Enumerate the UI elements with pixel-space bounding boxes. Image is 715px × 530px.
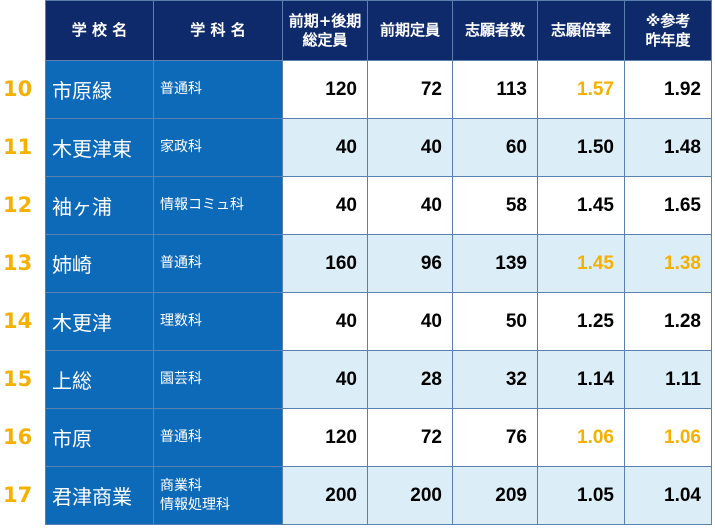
early-capacity: 96 xyxy=(367,234,453,293)
applicant-count: 209 xyxy=(452,466,538,525)
application-ratio: 1.06 xyxy=(537,408,625,467)
rank-column: 10 11 12 13 14 15 16 17 xyxy=(0,60,45,524)
department-name: 普通科 xyxy=(153,60,283,119)
application-ratio: 1.25 xyxy=(537,292,625,351)
applicant-count: 60 xyxy=(452,118,538,177)
rank-number: 14 xyxy=(3,309,33,333)
total-capacity: 200 xyxy=(282,466,368,525)
applicant-count: 139 xyxy=(452,234,538,293)
applicant-count: 58 xyxy=(452,176,538,235)
table-row: 上総 園芸科 40 28 32 1.14 1.11 xyxy=(45,350,712,409)
last-year-ratio: 1.11 xyxy=(624,350,712,409)
early-capacity: 40 xyxy=(367,118,453,177)
school-name: 上総 xyxy=(45,350,154,409)
application-ratio: 1.05 xyxy=(537,466,625,525)
rank-number: 11 xyxy=(3,135,33,159)
last-year-ratio: 1.28 xyxy=(624,292,712,351)
last-year-ratio: 1.38 xyxy=(624,234,712,293)
department-name: 普通科 xyxy=(153,234,283,293)
application-ratio: 1.50 xyxy=(537,118,625,177)
school-name: 木更津東 xyxy=(45,118,154,177)
table-row: 木更津東 家政科 40 40 60 1.50 1.48 xyxy=(45,118,712,177)
applicant-count: 76 xyxy=(452,408,538,467)
last-year-ratio: 1.65 xyxy=(624,176,712,235)
rank-number: 16 xyxy=(3,425,33,449)
total-capacity: 40 xyxy=(282,176,368,235)
last-year-ratio: 1.06 xyxy=(624,408,712,467)
early-capacity: 72 xyxy=(367,408,453,467)
application-ratio: 1.45 xyxy=(537,234,625,293)
header-early-capacity: 前期定員 xyxy=(367,0,453,61)
total-capacity: 40 xyxy=(282,118,368,177)
department-name: 普通科 xyxy=(153,408,283,467)
school-name: 君津商業 xyxy=(45,466,154,525)
applicant-count: 50 xyxy=(452,292,538,351)
rank-number: 13 xyxy=(3,251,33,275)
early-capacity: 28 xyxy=(367,350,453,409)
department-name: 園芸科 xyxy=(153,350,283,409)
school-name: 木更津 xyxy=(45,292,154,351)
department-name: 商業科 情報処理科 xyxy=(153,466,283,525)
header-department: 学 科 名 xyxy=(153,0,283,61)
total-capacity: 120 xyxy=(282,60,368,119)
table-row: 市原 普通科 120 72 76 1.06 1.06 xyxy=(45,408,712,467)
applicant-count: 32 xyxy=(452,350,538,409)
early-capacity: 72 xyxy=(367,60,453,119)
early-capacity: 40 xyxy=(367,176,453,235)
early-capacity: 40 xyxy=(367,292,453,351)
total-capacity: 40 xyxy=(282,350,368,409)
header-last-year: ※参考 昨年度 xyxy=(624,0,712,61)
rank-number: 15 xyxy=(3,367,33,391)
total-capacity: 40 xyxy=(282,292,368,351)
rank-number: 10 xyxy=(3,77,33,101)
application-ratio: 1.45 xyxy=(537,176,625,235)
table-row: 市原緑 普通科 120 72 113 1.57 1.92 xyxy=(45,60,712,119)
applicant-count: 113 xyxy=(452,60,538,119)
last-year-ratio: 1.04 xyxy=(624,466,712,525)
rank-number: 12 xyxy=(3,193,33,217)
header-ratio: 志願倍率 xyxy=(537,0,625,61)
table-row: 木更津 理数科 40 40 50 1.25 1.28 xyxy=(45,292,712,351)
school-name: 市原 xyxy=(45,408,154,467)
total-capacity: 160 xyxy=(282,234,368,293)
header-total-capacity: 前期+後期 総定員 xyxy=(282,0,368,61)
last-year-ratio: 1.92 xyxy=(624,60,712,119)
table-row: 君津商業 商業科 情報処理科 200 200 209 1.05 1.04 xyxy=(45,466,712,525)
header-row: 学 校 名学 科 名前期+後期 総定員 前期定員 志願者数 志願倍率 ※参考 昨年度 xyxy=(45,0,712,61)
table-row: 姉崎 普通科 160 96 139 1.45 1.38 xyxy=(45,234,712,293)
table-row: 袖ヶ浦 情報コミュ科 40 40 58 1.45 1.65 xyxy=(45,176,712,235)
department-name: 家政科 xyxy=(153,118,283,177)
school-name: 袖ヶ浦 xyxy=(45,176,154,235)
header-applicants: 志願者数 xyxy=(452,0,538,61)
application-ratio-table: 学 校 名学 科 名前期+後期 総定員 前期定員 志願者数 志願倍率 ※参考 昨年度 市原緑… xyxy=(45,0,712,525)
header-school: 学 校 名 xyxy=(45,0,154,61)
department-name: 情報コミュ科 xyxy=(153,176,283,235)
application-ratio: 1.57 xyxy=(537,60,625,119)
department-name: 理数科 xyxy=(153,292,283,351)
last-year-ratio: 1.48 xyxy=(624,118,712,177)
school-name: 市原緑 xyxy=(45,60,154,119)
rank-number: 17 xyxy=(3,483,33,507)
total-capacity: 120 xyxy=(282,408,368,467)
application-ratio: 1.14 xyxy=(537,350,625,409)
early-capacity: 200 xyxy=(367,466,453,525)
school-name: 姉崎 xyxy=(45,234,154,293)
